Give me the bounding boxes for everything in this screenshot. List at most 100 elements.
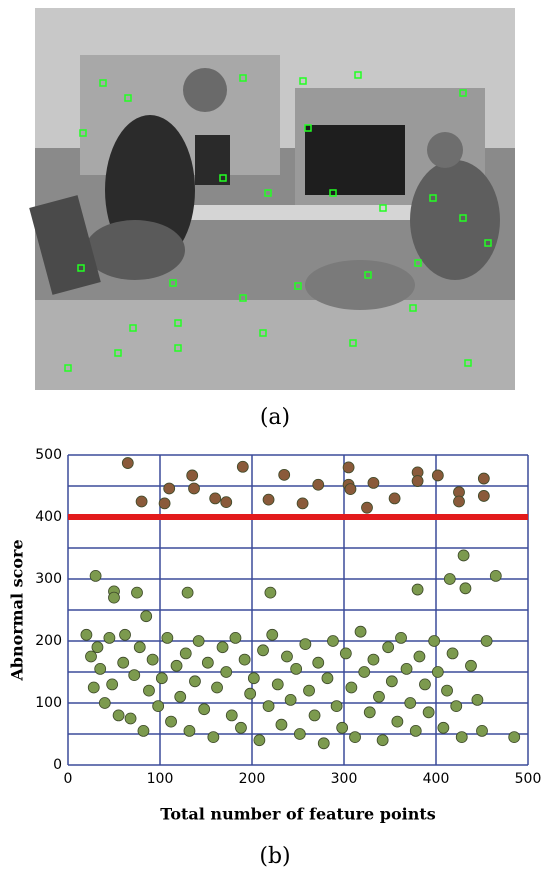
point <box>152 700 165 712</box>
x-axis-label: Total number of feature points <box>160 805 435 824</box>
point <box>437 721 450 734</box>
point <box>161 632 174 644</box>
point <box>131 586 143 599</box>
point <box>321 672 334 685</box>
y-tick-label: 500 <box>35 447 62 463</box>
point <box>266 628 279 641</box>
point <box>361 501 373 514</box>
point <box>477 490 490 502</box>
caption-a: (a) <box>260 405 290 430</box>
point <box>400 663 413 675</box>
point <box>87 681 100 694</box>
point <box>108 591 120 604</box>
point <box>411 583 424 596</box>
point <box>181 586 194 599</box>
x-tick-label: 500 <box>515 771 542 787</box>
point <box>121 457 134 469</box>
point <box>137 725 150 737</box>
point <box>465 659 477 672</box>
y-axis-label: Abnormal score <box>8 539 27 681</box>
point <box>229 632 242 644</box>
point <box>80 628 93 641</box>
point <box>91 641 104 654</box>
point <box>358 666 371 678</box>
point <box>220 666 233 678</box>
point <box>140 610 153 623</box>
point <box>112 709 125 722</box>
x-tick-label: 100 <box>147 771 174 787</box>
point <box>367 653 380 666</box>
point <box>419 678 431 691</box>
point <box>299 638 312 650</box>
point <box>201 656 214 669</box>
point <box>428 635 441 647</box>
point <box>143 684 155 697</box>
caption-b: (b) <box>259 844 290 869</box>
point <box>455 731 468 743</box>
point <box>422 706 435 719</box>
point <box>431 666 444 678</box>
point <box>235 721 247 734</box>
point <box>236 460 249 473</box>
point <box>290 663 303 675</box>
point <box>275 718 288 731</box>
point <box>388 492 401 505</box>
point <box>342 461 355 474</box>
plot: 0 100 200 300 400 500 0 100 200 300 400 500 <box>35 447 541 787</box>
point <box>411 475 424 487</box>
x-tick-label: 400 <box>423 771 450 787</box>
point <box>189 675 201 688</box>
point <box>345 681 358 694</box>
point <box>508 731 521 743</box>
point <box>327 635 339 647</box>
point <box>489 570 502 582</box>
point <box>170 659 183 672</box>
point <box>453 495 465 508</box>
point <box>163 482 176 495</box>
point <box>124 712 137 725</box>
point <box>308 709 321 722</box>
point <box>476 725 488 737</box>
point <box>336 721 349 734</box>
point <box>262 493 275 506</box>
point <box>385 675 398 688</box>
point <box>85 650 97 663</box>
point <box>264 586 277 599</box>
point <box>431 469 444 482</box>
point <box>293 728 306 740</box>
point <box>207 731 220 743</box>
x-tick-label: 200 <box>239 771 266 787</box>
point <box>457 549 470 562</box>
point <box>135 495 148 508</box>
y-tick-label: 100 <box>35 695 62 711</box>
point <box>404 697 417 709</box>
point <box>339 647 352 660</box>
point <box>94 663 107 675</box>
y-tick-label: 0 <box>53 757 62 773</box>
point <box>119 628 131 641</box>
point <box>155 672 168 685</box>
point <box>312 656 325 669</box>
point <box>443 573 456 585</box>
point <box>278 468 291 481</box>
point <box>158 497 171 510</box>
point <box>117 656 130 669</box>
point <box>225 709 238 722</box>
point <box>179 647 192 660</box>
point <box>471 694 484 706</box>
point <box>128 669 141 681</box>
point <box>165 715 177 728</box>
point <box>477 472 490 485</box>
point <box>244 687 257 700</box>
point <box>89 570 102 582</box>
point <box>459 582 472 595</box>
point <box>303 684 315 697</box>
point <box>238 653 251 666</box>
point <box>281 650 293 663</box>
point <box>211 681 223 694</box>
photo <box>29 8 515 390</box>
point <box>317 737 330 750</box>
point <box>296 497 309 510</box>
